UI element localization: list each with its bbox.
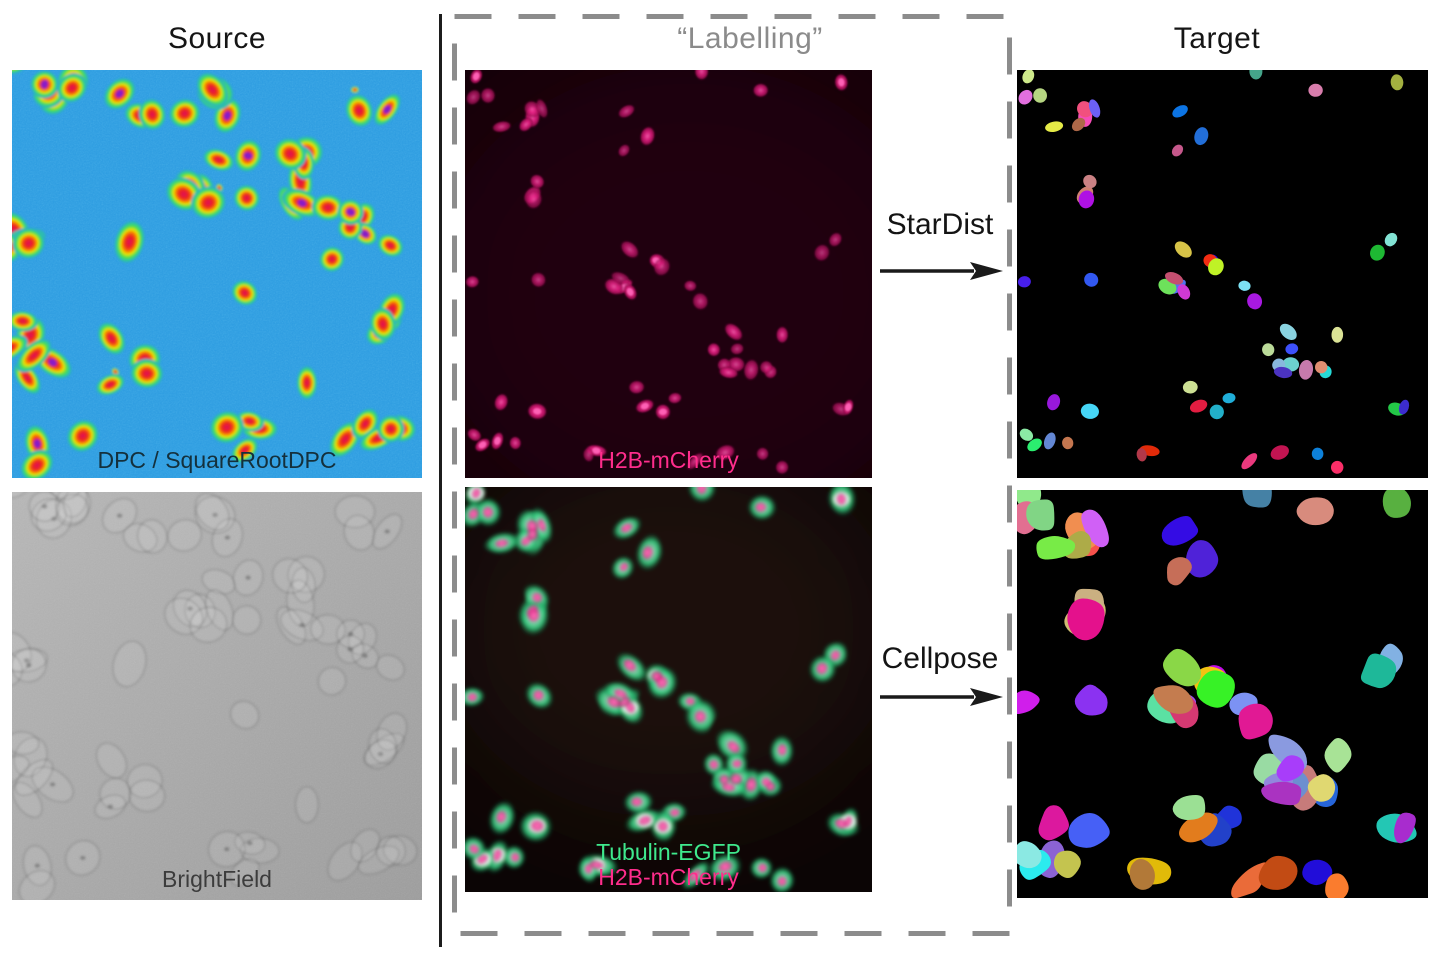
target-column-title: Target xyxy=(1173,22,1261,55)
panel-brightfield-image: BrightField xyxy=(12,492,422,900)
panel-cellpose-mask xyxy=(1017,490,1428,898)
stardist-label: StarDist xyxy=(886,208,994,241)
h2b-rendered-image xyxy=(465,70,872,478)
panel-stardist-mask xyxy=(1017,70,1428,478)
panel-dpc-image: DPC / SquareRootDPC xyxy=(12,70,422,478)
brightfield-image-canvas xyxy=(12,492,422,900)
cellpose-mask-canvas xyxy=(1017,490,1428,898)
h2b-image-canvas xyxy=(465,70,872,478)
cellpose-arrow xyxy=(880,688,1003,706)
panel-h2b-image: H2B-mCherry xyxy=(465,70,872,478)
dpc-rendered-image xyxy=(12,70,422,478)
panel-tubulin-image: Tubulin-EGFP H2B-mCherry xyxy=(465,487,872,892)
brightfield-rendered-image xyxy=(12,492,422,900)
stardist-mask-canvas xyxy=(1017,70,1428,478)
cellpose-mask-rendered-image xyxy=(1017,490,1428,898)
stardist-arrow xyxy=(880,262,1003,280)
column-divider-line xyxy=(439,14,442,947)
stardist-mask-rendered-image xyxy=(1017,70,1428,478)
tubulin-image-canvas xyxy=(465,487,872,892)
tubulin-rendered-image xyxy=(465,487,872,892)
cellpose-label: Cellpose xyxy=(881,642,999,675)
source-column-title: Source xyxy=(167,22,267,55)
labelling-column-title: “Labelling” xyxy=(677,22,823,55)
dpc-image-canvas xyxy=(12,70,422,478)
